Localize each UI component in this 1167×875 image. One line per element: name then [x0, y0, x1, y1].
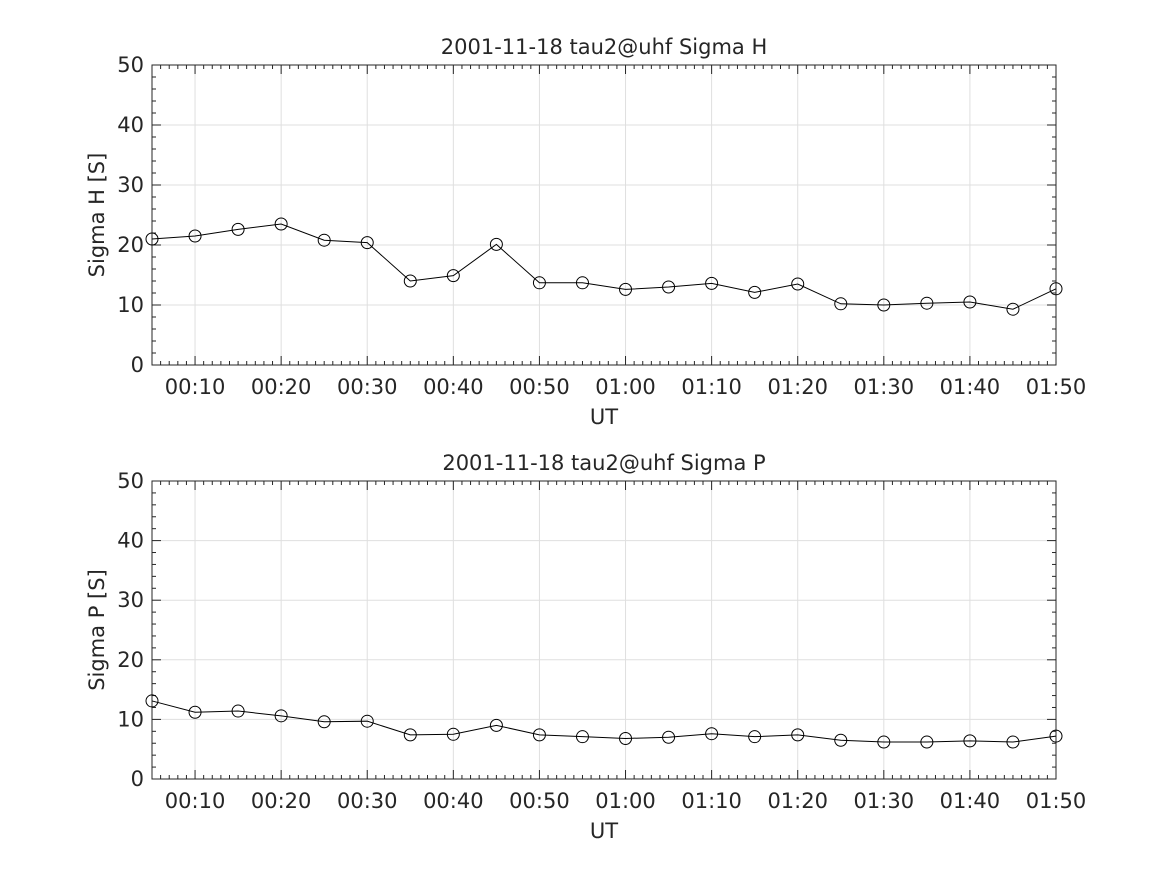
chart-1-y-tick-label: 20 — [117, 648, 144, 672]
chart-0-y-tick-label: 40 — [117, 113, 144, 137]
chart-0-data-point — [489, 237, 503, 251]
chart-0-data-point — [705, 276, 719, 290]
chart-1-x-tick-label: 01:40 — [940, 789, 1001, 813]
chart-0-y-tick-label: 50 — [117, 53, 144, 77]
chart-0-x-tick-label: 00:10 — [165, 375, 226, 399]
chart-0-data-point — [963, 295, 977, 309]
chart-1-data-point — [748, 730, 762, 744]
chart-0-x-tick-label: 00:30 — [337, 375, 398, 399]
chart-0-data-point — [317, 233, 331, 247]
chart-1-y-tick-label: 40 — [117, 529, 144, 553]
chart-1-data-point — [575, 730, 589, 744]
chart-1-x-tick-label: 01:00 — [595, 789, 656, 813]
chart-1-x-tick-label: 01:20 — [767, 789, 828, 813]
chart-1-data-point — [532, 728, 546, 742]
chart-0-data-point — [662, 280, 676, 294]
chart-0-y-tick-label: 0 — [131, 353, 144, 377]
chart-1-data-point — [619, 731, 633, 745]
chart-1-x-axis-label: UT — [590, 819, 618, 843]
chart-0-data-point — [834, 297, 848, 311]
chart-1-data-point — [1006, 735, 1020, 749]
chart-0-data-point — [1006, 302, 1020, 316]
chart-1-data-point — [489, 718, 503, 732]
chart-1-y-axis-label: Sigma P [S] — [85, 569, 109, 691]
chart-0-data-point — [920, 296, 934, 310]
chart-0-series-line — [151, 223, 1057, 310]
chart-0-x-tick-label: 01:00 — [595, 375, 656, 399]
chart-0-title: 2001-11-18 tau2@uhf Sigma H — [441, 35, 767, 59]
chart-1-x-tick-label: 00:20 — [251, 789, 312, 813]
chart-1-data-point — [791, 728, 805, 742]
chart-1-data-point — [274, 709, 288, 723]
chart-0-x-axis-label: UT — [590, 405, 618, 429]
chart-0-data-point — [791, 277, 805, 291]
chart-0-x-tick-label: 00:50 — [509, 375, 570, 399]
sigma-p-chart: 0 10 20 30 40 50 00:10 00:20 00:30 00:40 00:50 01:0… — [85, 451, 1086, 843]
chart-0-x-tick-label: 01:40 — [940, 375, 1001, 399]
chart-1-data-point — [662, 730, 676, 744]
chart-0-data-point — [619, 282, 633, 296]
chart-0-data-point — [274, 217, 288, 231]
chart-0-x-tick-label: 01:10 — [681, 375, 742, 399]
chart-1-x-tick-label: 01:30 — [854, 789, 915, 813]
chart-0-y-axis-label: Sigma H [S] — [85, 153, 109, 278]
chart-1-x-tick-label: 00:10 — [165, 789, 226, 813]
chart-0-data-point — [532, 276, 546, 290]
chart-1-data-point — [834, 733, 848, 747]
chart-1-data-point — [317, 715, 331, 729]
chart-0-data-point — [145, 232, 159, 246]
chart-1-x-tick-label: 00:40 — [423, 789, 484, 813]
chart-1-data-point — [188, 705, 202, 719]
chart-1-data-point — [446, 727, 460, 741]
sigma-h-chart: 0 10 20 30 40 50 00:10 00:20 00:30 00:40 00:50 01:0… — [85, 35, 1086, 429]
chart-1-data-point — [963, 734, 977, 748]
chart-0-data-point — [1049, 282, 1063, 296]
chart-1-data-point — [145, 694, 159, 708]
chart-1-x-tick-label: 00:30 — [337, 789, 398, 813]
chart-0-data-point — [360, 236, 374, 250]
chart-1-data-point — [360, 714, 374, 728]
chart-0-y-tick-label: 20 — [117, 233, 144, 257]
chart-1-data-point — [920, 735, 934, 749]
chart-0-data-point — [231, 222, 245, 236]
chart-0-data-point — [575, 276, 589, 290]
chart-0-x-tick-label: 00:40 — [423, 375, 484, 399]
chart-1-data-point — [1049, 729, 1063, 743]
chart-0-x-tick-label: 01:20 — [767, 375, 828, 399]
chart-0-data-point — [403, 274, 417, 288]
chart-0-data-point — [877, 298, 891, 312]
chart-0-axes-frame — [151, 64, 1057, 366]
chart-1-data-point — [705, 727, 719, 741]
chart-1-y-tick-label: 50 — [117, 469, 144, 493]
chart-0-x-tick-label: 01:50 — [1026, 375, 1087, 399]
chart-0-data-point — [188, 229, 202, 243]
chart-0-x-tick-label: 00:20 — [251, 375, 312, 399]
chart-1-data-point — [231, 704, 245, 718]
chart-1-y-tick-label: 10 — [117, 707, 144, 731]
chart-1-axes-frame — [151, 480, 1057, 780]
chart-1-y-tick-label: 30 — [117, 588, 144, 612]
chart-1-series-line — [151, 700, 1057, 743]
chart-1-x-tick-label: 01:10 — [681, 789, 742, 813]
chart-1-x-tick-label: 00:50 — [509, 789, 570, 813]
chart-0-plot-area — [152, 65, 1056, 365]
chart-1-y-tick-label: 0 — [131, 767, 144, 791]
chart-0-y-tick-label: 30 — [117, 173, 144, 197]
chart-0-data-point — [748, 285, 762, 299]
chart-1-title: 2001-11-18 tau2@uhf Sigma P — [442, 451, 765, 475]
chart-0-data-point — [446, 269, 460, 283]
chart-1-data-point — [403, 728, 417, 742]
chart-1-plot-area — [152, 481, 1056, 779]
chart-1-data-point — [877, 735, 891, 749]
chart-1-x-tick-label: 01:50 — [1026, 789, 1087, 813]
chart-0-x-tick-label: 01:30 — [854, 375, 915, 399]
chart-0-y-tick-label: 10 — [117, 293, 144, 317]
